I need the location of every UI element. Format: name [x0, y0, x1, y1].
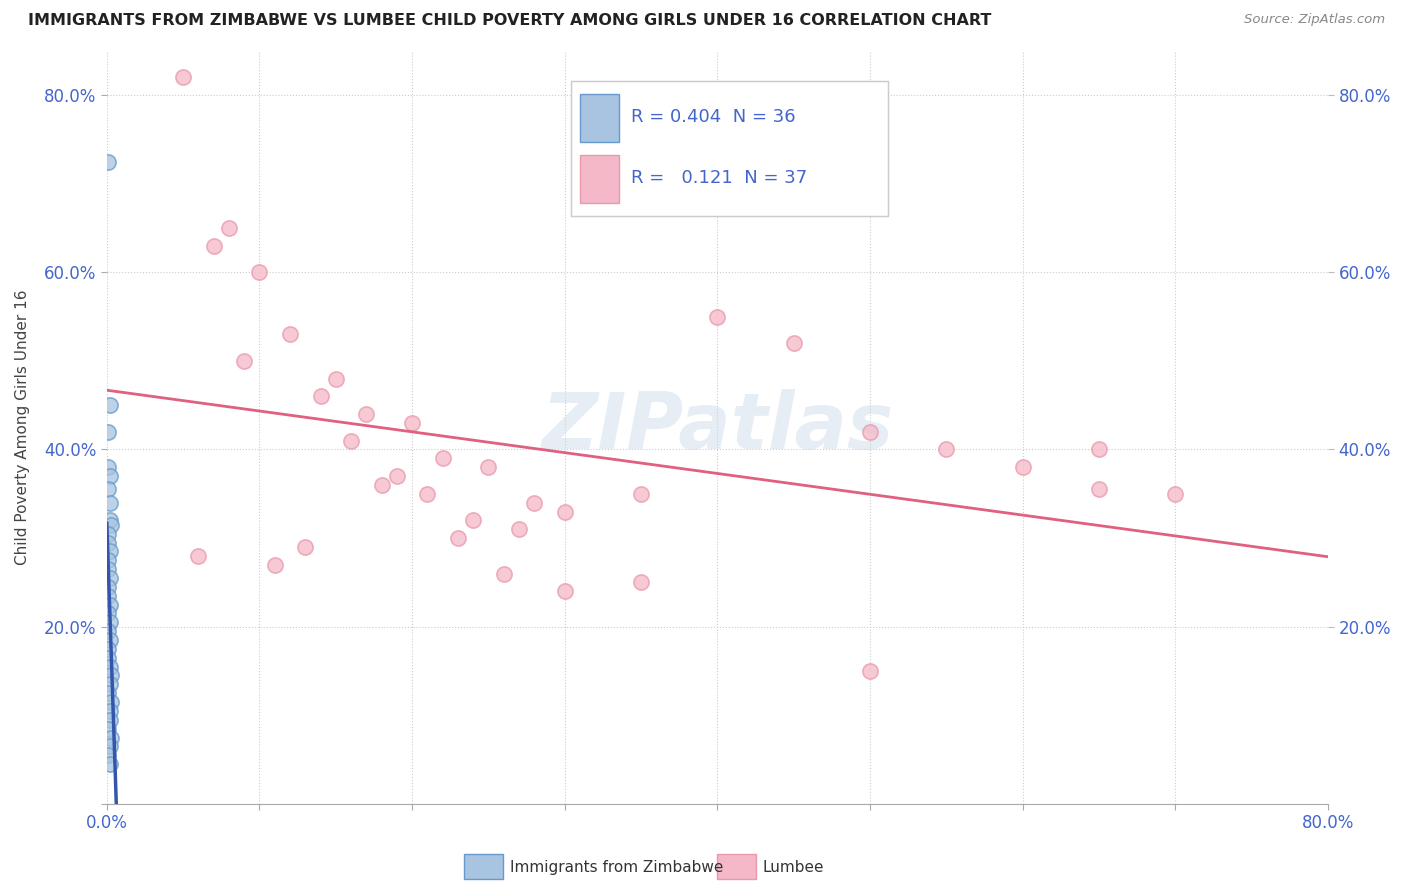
Point	[97, 748, 120, 763]
Point	[97, 624, 120, 639]
Point	[477, 460, 499, 475]
Point	[859, 425, 882, 439]
Point	[492, 566, 515, 581]
Point	[97, 650, 120, 665]
Point	[294, 540, 316, 554]
Point	[416, 487, 439, 501]
Point	[432, 451, 454, 466]
Text: Immigrants from Zimbabwe: Immigrants from Zimbabwe	[510, 860, 724, 874]
Point	[172, 70, 194, 85]
Point	[98, 659, 121, 673]
Point	[100, 695, 122, 709]
Point	[1011, 460, 1033, 475]
Point	[98, 757, 121, 772]
Point	[100, 731, 122, 745]
Point	[706, 310, 728, 324]
Point	[97, 686, 120, 700]
Point	[278, 327, 301, 342]
Point	[356, 407, 378, 421]
Point	[97, 722, 120, 736]
Point	[202, 238, 225, 252]
Text: IMMIGRANTS FROM ZIMBABWE VS LUMBEE CHILD POVERTY AMONG GIRLS UNDER 16 CORRELATIO: IMMIGRANTS FROM ZIMBABWE VS LUMBEE CHILD…	[28, 13, 991, 29]
Point	[1164, 487, 1187, 501]
Point	[554, 584, 576, 599]
Point	[325, 371, 347, 385]
Point	[98, 598, 121, 612]
Point	[97, 589, 120, 603]
Point	[98, 513, 121, 527]
Point	[98, 704, 121, 718]
Point	[554, 504, 576, 518]
Point	[97, 526, 120, 541]
Point	[340, 434, 363, 448]
Point	[935, 442, 957, 457]
Point	[98, 739, 121, 754]
Point	[187, 549, 209, 563]
Point	[98, 633, 121, 648]
Point	[447, 531, 470, 545]
Point	[508, 522, 530, 536]
Point	[97, 641, 120, 656]
Point	[1088, 442, 1111, 457]
Point	[370, 478, 392, 492]
Point	[97, 460, 120, 475]
Point	[97, 483, 120, 497]
Point	[97, 155, 120, 169]
Point	[100, 517, 122, 532]
Point	[1088, 483, 1111, 497]
Point	[100, 668, 122, 682]
Point	[97, 535, 120, 549]
Point	[463, 513, 485, 527]
Point	[97, 425, 120, 439]
Point	[97, 553, 120, 567]
Point	[233, 354, 256, 368]
Point	[309, 389, 332, 403]
Point	[218, 221, 240, 235]
Point	[98, 496, 121, 510]
Text: ZIPatlas: ZIPatlas	[541, 389, 894, 466]
Point	[97, 580, 120, 594]
Point	[523, 496, 546, 510]
Point	[98, 571, 121, 585]
Point	[98, 544, 121, 558]
Text: Source: ZipAtlas.com: Source: ZipAtlas.com	[1244, 13, 1385, 27]
Point	[97, 562, 120, 576]
Point	[98, 398, 121, 412]
Point	[385, 469, 408, 483]
Point	[97, 607, 120, 621]
Point	[401, 416, 423, 430]
Point	[249, 265, 271, 279]
Point	[98, 615, 121, 630]
Point	[859, 664, 882, 678]
Text: Lumbee: Lumbee	[762, 860, 824, 874]
Y-axis label: Child Poverty Among Girls Under 16: Child Poverty Among Girls Under 16	[15, 290, 30, 565]
Point	[98, 713, 121, 727]
Point	[630, 575, 652, 590]
Point	[263, 558, 285, 572]
Point	[98, 469, 121, 483]
Point	[783, 336, 806, 351]
Point	[630, 487, 652, 501]
Point	[98, 677, 121, 691]
